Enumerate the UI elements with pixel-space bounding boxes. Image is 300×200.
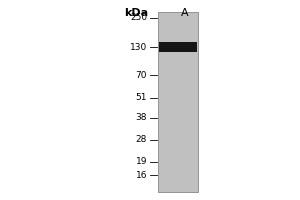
Text: 130: 130 [130,43,147,51]
Text: 16: 16 [136,170,147,180]
Text: kDa: kDa [124,8,148,18]
Text: 28: 28 [136,136,147,144]
Text: 250: 250 [130,14,147,22]
Text: 51: 51 [136,94,147,102]
Text: 70: 70 [136,71,147,79]
Bar [159,42,197,52]
Text: 38: 38 [136,114,147,122]
Text: 19: 19 [136,158,147,166]
Text: A: A [181,8,189,18]
Bar [158,12,198,192]
